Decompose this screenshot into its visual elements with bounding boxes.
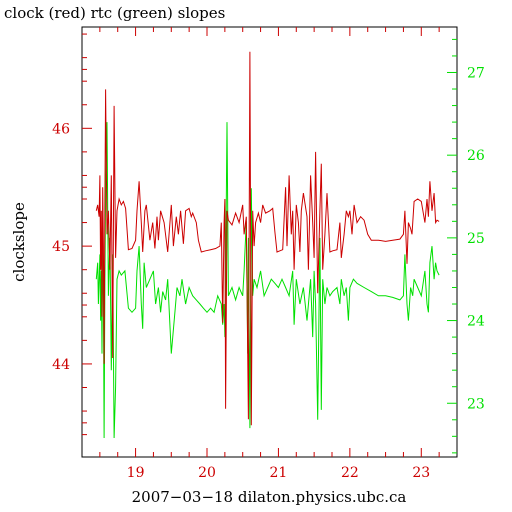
y-right-tick-label: 25: [467, 231, 485, 247]
y-right-tick-label: 27: [467, 65, 485, 81]
series-layer: [95, 51, 440, 439]
series-line-rtc: [95, 122, 440, 439]
y-left-tick-label: 44: [52, 357, 70, 373]
y-right-tick-label: 23: [467, 396, 485, 412]
plot-frame: [81, 26, 458, 458]
chart-title: clock (red) rtc (green) slopes: [4, 4, 225, 22]
y-right-tick-label: 24: [467, 314, 485, 330]
x-tick-label: 21: [270, 465, 288, 481]
y-left-tick-label: 45: [52, 239, 70, 255]
y-left-tick-label: 46: [52, 121, 70, 137]
series-line-clock: [95, 51, 440, 426]
y-right-tick-label: 26: [467, 148, 485, 164]
y-axis-label: clockslope: [10, 202, 28, 282]
x-axis-label: 2007−03−18 dilaton.physics.ubc.ca: [132, 488, 407, 506]
axes-layer: 19 20 21 22 23 44 45 46 23 24 25 26 27: [52, 27, 485, 481]
x-tick-label: 20: [198, 465, 216, 481]
x-tick-label: 23: [412, 465, 430, 481]
x-tick-label: 22: [341, 465, 359, 481]
x-tick-label: 19: [127, 465, 145, 481]
